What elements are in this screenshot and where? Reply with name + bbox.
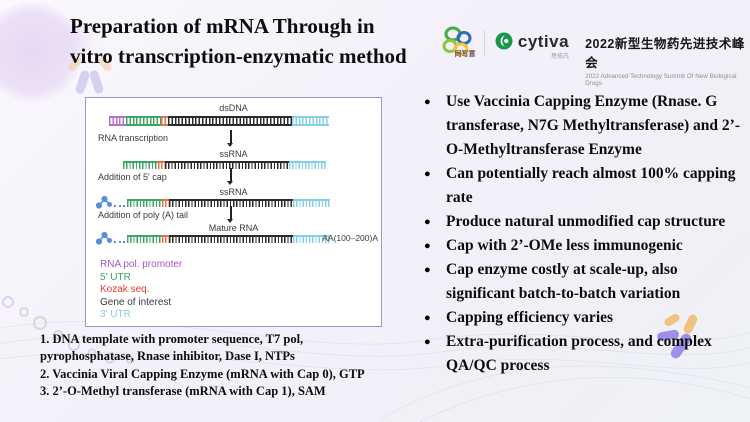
list-item: ● Can potentially reach almost 100% capp… <box>424 162 742 210</box>
list-item: ● Extra-purification process, and comple… <box>424 330 742 378</box>
note-3: 3. 2’-O-Methyl transferase (mRNA with Ca… <box>40 383 326 398</box>
utr5-segment <box>127 235 162 243</box>
bullet-icon: ● <box>424 168 431 181</box>
addition-of-5cap-label: Addition of 5' cap <box>98 172 167 182</box>
dsdna-label: dsDNA <box>219 103 248 113</box>
ssrna-label: ssRNA <box>219 149 248 159</box>
bullet-text: Cap enzyme costly at scale-up, also sign… <box>446 261 681 303</box>
promoter-segment <box>109 116 126 126</box>
bullet-icon: ● <box>424 216 431 229</box>
mature-rna-label: Mature RNA <box>208 223 259 233</box>
slide-title-line1: Preparation of mRNA Through in <box>70 14 375 38</box>
bullet-icon: ● <box>424 264 431 277</box>
header-logos: 同写意 cytiva 思拓凡 2022新型生物药先进技术峰会 2022 Adva… <box>436 26 750 87</box>
note-2: 2. Vaccinia Viral Capping Enzyme (mRNA w… <box>40 366 365 381</box>
summit-title: 2022新型生物药先进技术峰会 <box>585 37 745 70</box>
gene-segment <box>165 161 289 169</box>
dsdna-strand <box>109 116 329 126</box>
cytiva-circle-icon <box>495 32 513 50</box>
clover-flower-icon <box>442 26 472 56</box>
organizer-logo: 同写意 <box>436 26 480 59</box>
logo-divider <box>483 30 485 56</box>
slide-title-line2: vitro transcription-enzymatic method <box>70 43 407 68</box>
ssrna-strand <box>123 161 326 169</box>
list-item: ● Capping efficiency varies <box>424 306 742 330</box>
bullet-icon: ● <box>424 96 431 108</box>
summit-subtitle: 2022 Advanced Technology Summit Of New B… <box>585 73 737 87</box>
cytiva-chinese-label: 思拓凡 <box>551 54 570 60</box>
reagent-notes: 1. DNA template with promoter sequence, … <box>40 331 396 400</box>
ssrna-label: ssRNA <box>219 187 248 197</box>
list-item: ● Cap enzyme costly at scale-up, also si… <box>424 258 742 306</box>
bullet-text: Produce natural unmodified cap structure <box>446 213 726 231</box>
legend-item-utr3: 3' UTR <box>100 309 131 321</box>
kozak-segment <box>162 235 169 243</box>
utr3-segment <box>292 116 329 126</box>
legend-item-gene: Gene of interest <box>100 296 172 308</box>
bullet-icon: ● <box>424 240 431 253</box>
cytiva-logo: cytiva 思拓凡 <box>495 26 569 60</box>
mature-rna-strand <box>95 231 330 246</box>
list-item: ● Use Vaccinia Capping Enzyme (Rnase. G … <box>424 90 742 162</box>
utr5-segment <box>123 161 158 169</box>
rna-transcription-label: RNA transcription <box>98 133 169 143</box>
gene-segment <box>169 235 293 243</box>
kozak-segment <box>162 199 169 207</box>
bullet-text: Cap with 2’-OMe less immunogenic <box>446 237 683 255</box>
utr3-segment <box>289 161 326 169</box>
down-arrow-icon <box>228 206 233 223</box>
legend-item-promoter: RNA pol. promoter <box>100 259 183 270</box>
ivt-process-diagram: dsDNA RNA transcription ssRNA Addition o… <box>85 97 382 327</box>
slide-title: Preparation of mRNA Through in vitro tra… <box>70 12 470 72</box>
key-points-list: ● Use Vaccinia Capping Enzyme (Rnase. G … <box>424 90 742 378</box>
utr3-segment <box>293 199 330 207</box>
bullet-icon: ● <box>424 312 431 325</box>
cytiva-wordmark: cytiva <box>517 31 570 51</box>
addition-of-polya-label: Addition of poly (A) tail <box>98 210 189 220</box>
gene-segment <box>168 116 292 126</box>
list-item: ● Produce natural unmodified cap structu… <box>424 210 742 234</box>
bullet-text: Capping efficiency varies <box>446 309 614 327</box>
legend-item-kozak: Kozak seq. <box>100 284 150 296</box>
summit-branding: 2022新型生物药先进技术峰会 2022 Advanced Technology… <box>585 33 750 87</box>
down-arrow-icon <box>228 130 233 147</box>
polya-tail-label: AA(100–200)A <box>322 233 378 243</box>
gene-segment <box>169 199 293 207</box>
utr3-segment <box>293 235 330 243</box>
capped-ssrna-strand <box>95 195 330 210</box>
down-arrow-icon <box>228 168 233 185</box>
note-1: 1. DNA template with promoter sequence, … <box>40 332 304 364</box>
5cap-icon <box>95 231 125 246</box>
utr5-segment <box>126 116 161 126</box>
legend-item-utr5: 5' UTR <box>100 271 131 283</box>
bullet-text: Use Vaccinia Capping Enzyme (Rnase. G tr… <box>446 93 741 159</box>
kozak-segment <box>161 116 168 126</box>
utr5-segment <box>127 199 162 207</box>
diagram-legend: RNA pol. promoter 5' UTR Kozak seq. Gene… <box>100 259 182 322</box>
organizer-logo-label: 同写意 <box>454 51 476 58</box>
list-item: ● Cap with 2’-OMe less immunogenic <box>424 234 742 258</box>
bullet-icon: ● <box>424 336 431 349</box>
bullet-text: Extra-purification process, and complex … <box>446 333 712 375</box>
5cap-icon <box>95 195 125 210</box>
kozak-segment <box>158 161 165 169</box>
bullet-text: Can potentially reach almost 100% cappin… <box>446 165 736 207</box>
